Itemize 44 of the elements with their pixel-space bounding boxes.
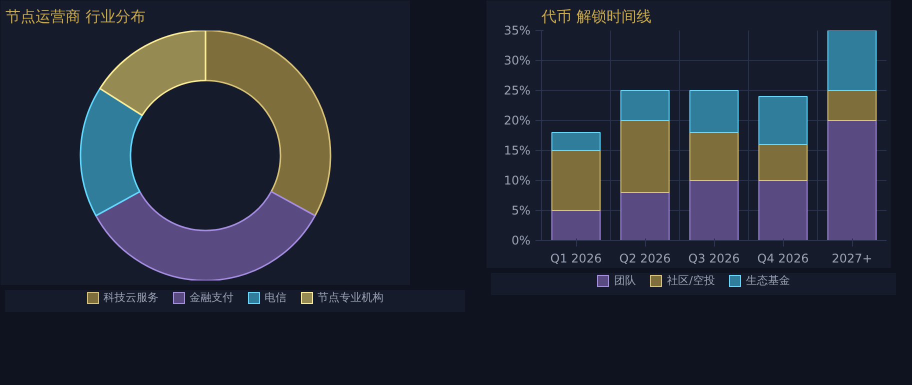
legend-label: 生态基金	[746, 273, 790, 289]
bar	[551, 132, 601, 151]
bar	[827, 30, 877, 91]
bar	[689, 90, 739, 133]
bar	[758, 180, 808, 240]
x-tick-label: Q3 2026	[688, 252, 740, 266]
chart-title: 节点运营商 行业分布	[6, 8, 146, 26]
legend-item: 节点专业机构	[300, 290, 384, 306]
y-tick-label: 10%	[504, 174, 530, 188]
legend-item: 团队	[597, 273, 636, 289]
legend-item: 电信	[248, 290, 286, 306]
bar	[551, 210, 601, 240]
bar	[827, 90, 877, 121]
legend-item: 科技云服务	[86, 290, 158, 306]
x-tick-label: Q2 2026	[619, 252, 671, 266]
y-tick-label: 20%	[504, 114, 530, 128]
y-tick-label: 25%	[504, 84, 530, 98]
bar	[620, 90, 670, 121]
bar	[620, 120, 670, 193]
chart-title: 代币 解锁时间线	[540, 8, 652, 26]
y-tick-label: 5%	[511, 204, 531, 218]
x-tick-label: Q4 2026	[757, 252, 809, 266]
legend-label: 团队	[614, 273, 636, 289]
bar	[689, 132, 739, 181]
bar	[827, 120, 877, 240]
bar	[551, 150, 601, 211]
legend-label: 节点专业机构	[318, 290, 384, 306]
y-tick-label: 30%	[504, 54, 530, 68]
legend-label: 社区/空投	[667, 273, 715, 289]
legend-label: 电信	[264, 290, 286, 306]
legend-item: 生态基金	[728, 273, 790, 289]
y-tick-label: 15%	[504, 144, 530, 158]
y-tick-label: 35%	[504, 24, 530, 38]
bar	[620, 192, 670, 240]
bar	[758, 144, 808, 181]
bar	[758, 96, 808, 145]
legend-item: 金融支付	[172, 290, 234, 306]
legend-label: 科技云服务	[104, 290, 158, 306]
y-tick-label: 0%	[511, 234, 531, 248]
legend-item: 社区/空投	[650, 273, 715, 289]
legend-label: 金融支付	[190, 290, 234, 306]
x-tick-label: Q1 2026	[550, 252, 602, 266]
bar	[689, 180, 739, 240]
x-tick-label: 2027+	[832, 252, 872, 266]
